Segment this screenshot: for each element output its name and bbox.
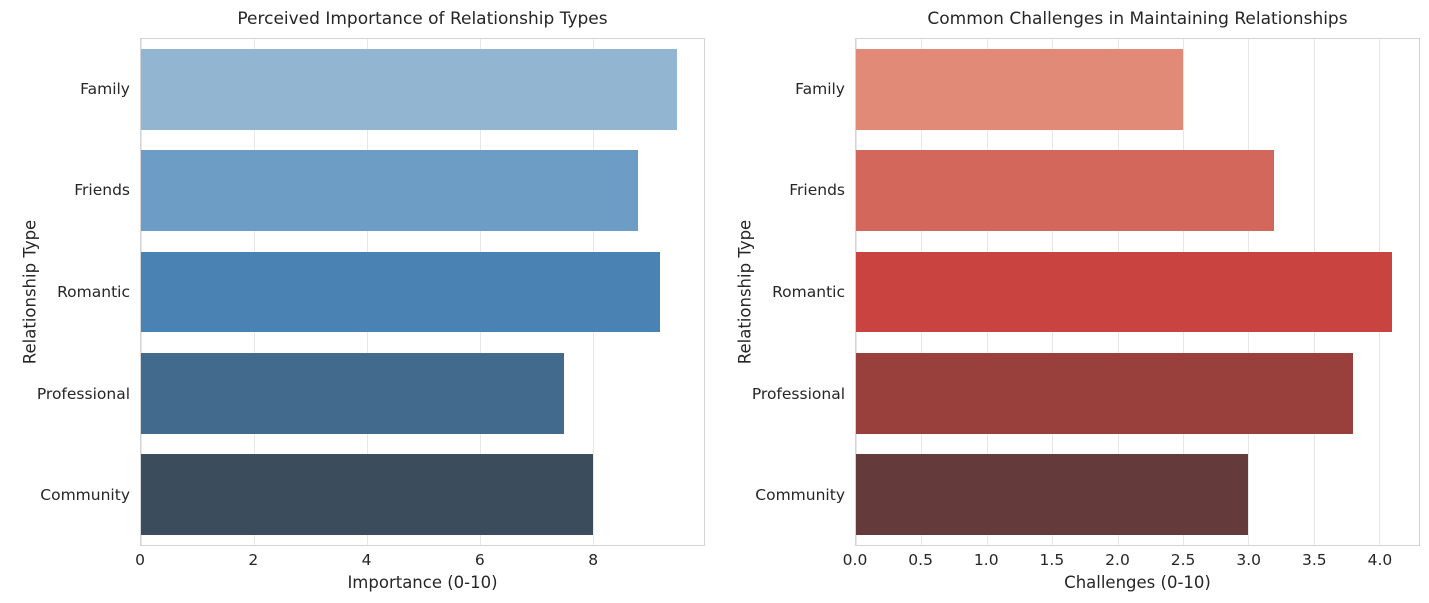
x-tick-labels: 0 2 4 6 8: [135, 551, 705, 571]
y-tick-labels: Family Friends Romantic Professional Communi…: [0, 38, 130, 546]
y-tick-label: Community: [755, 486, 845, 505]
y-tick-label: Friends: [74, 181, 130, 200]
y-tick-label: Community: [40, 486, 130, 505]
y-tick-label: Professional: [36, 384, 130, 403]
y-tick-label: Family: [795, 79, 845, 98]
x-tick-label: 0.5: [908, 551, 933, 569]
bar-romantic: [856, 251, 1393, 333]
x-tick-label: 3.0: [1236, 551, 1262, 569]
x-tick-label: 2.0: [1105, 551, 1130, 569]
bar-family: [141, 49, 678, 131]
bar-community: [141, 453, 593, 535]
bar-romantic: [141, 251, 661, 333]
bar-friends: [141, 150, 638, 232]
x-axis-label: Importance (0-10): [347, 573, 498, 592]
chart-title: Common Challenges in Maintaining Relatio…: [927, 9, 1348, 29]
bar-friends: [856, 150, 1275, 232]
bar-professional: [141, 352, 565, 434]
x-tick-label: 1.0: [973, 551, 999, 569]
x-tick-label: 6: [474, 551, 485, 569]
x-tick-label: 2: [248, 551, 259, 569]
x-tick-labels: 0.0 0.5 1.0 1.5 2.0 2.5 3.0 3.5 4.0: [843, 551, 1420, 571]
y-tick-label: Romantic: [772, 283, 845, 301]
bar-family: [856, 49, 1183, 131]
x-tick-label: 1.5: [1039, 551, 1065, 569]
x-tick-label: 0: [135, 551, 145, 569]
y-tick-label: Romantic: [57, 283, 130, 301]
y-tick-label: Family: [80, 79, 130, 98]
x-tick-label: 4: [361, 551, 372, 569]
y-tick-label: Friends: [789, 181, 845, 200]
bar-community: [856, 453, 1249, 535]
plot-area: [855, 38, 1420, 546]
x-tick-label: 4.0: [1367, 551, 1393, 569]
x-tick-label: 2.5: [1170, 551, 1196, 569]
subplot-challenges: Common Challenges in Maintaining Relatio…: [715, 0, 1429, 603]
x-tick-label: 3.5: [1302, 551, 1327, 569]
y-tick-labels: Family Friends Romantic Professional Communi…: [715, 38, 845, 546]
plot-area: [140, 38, 705, 546]
x-tick-label: 8: [588, 551, 599, 569]
subplot-importance: Perceived Importance of Relationship Typ…: [0, 0, 714, 603]
x-tick-label: 0.0: [842, 551, 868, 569]
y-tick-label: Professional: [751, 384, 845, 403]
x-axis-label: Challenges (0-10): [1064, 573, 1211, 592]
chart-title: Perceived Importance of Relationship Typ…: [237, 9, 608, 29]
bar-professional: [856, 352, 1353, 434]
